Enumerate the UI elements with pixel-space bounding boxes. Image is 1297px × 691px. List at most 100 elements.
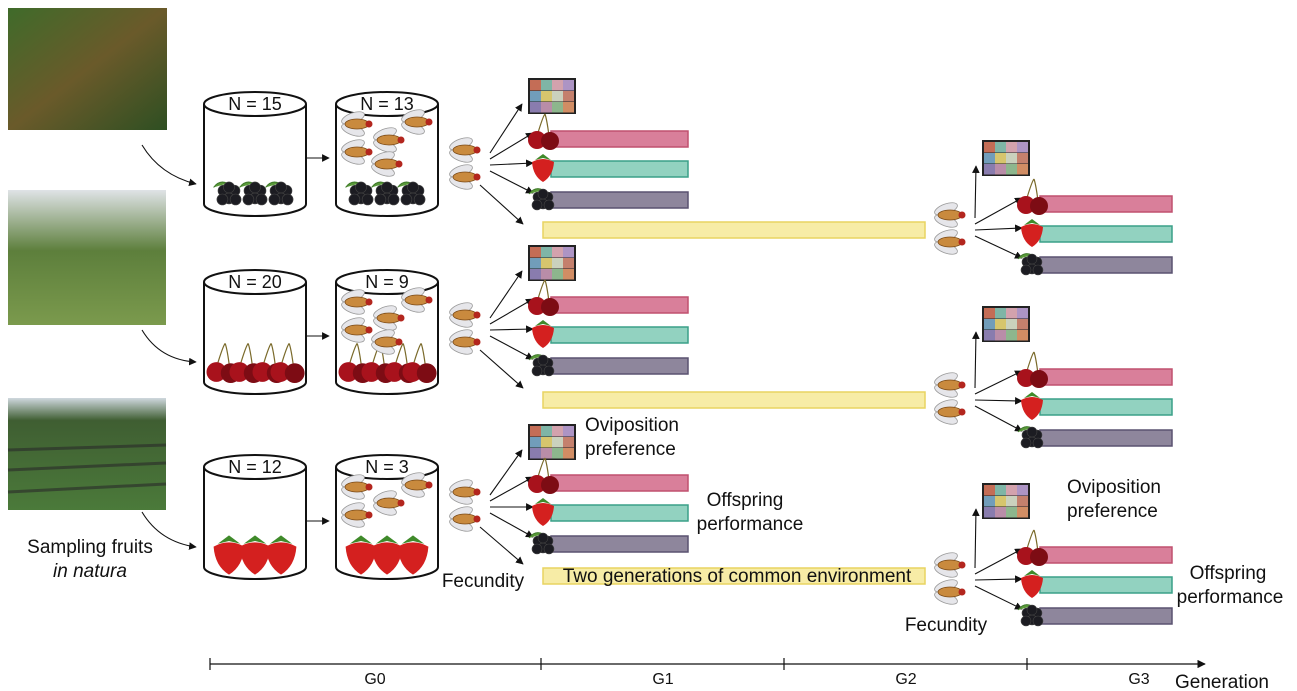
- blackberry-drupelet: [532, 366, 542, 376]
- fly: [933, 550, 965, 580]
- blackberry-drupelet: [243, 194, 254, 205]
- grid-cell: [1017, 164, 1028, 175]
- sampling-label: Sampling fruits: [27, 537, 153, 558]
- grid-cell: [1017, 142, 1028, 153]
- blackberry-drupelet: [408, 182, 419, 193]
- grid-cell: [552, 426, 563, 437]
- arrow: [975, 371, 1022, 394]
- blackberry-drupelet: [544, 200, 554, 210]
- grid-cell: [984, 142, 995, 153]
- blackberry-drupelet: [282, 194, 293, 205]
- fly-body: [405, 295, 429, 305]
- blackberry-drupelet: [538, 189, 548, 199]
- strawberry: [532, 154, 554, 182]
- cage-count: N = 20: [228, 272, 282, 292]
- grid-cell: [1006, 485, 1017, 496]
- fly: [448, 477, 480, 507]
- axis-label: Generation: [1175, 672, 1269, 691]
- sampling-arrow: [142, 330, 196, 362]
- blackberry-drupelet: [388, 194, 399, 205]
- fly-body: [938, 380, 962, 390]
- cherry-right: [541, 298, 559, 316]
- grid-cell: [984, 308, 995, 319]
- grid-cell: [563, 102, 574, 113]
- grid-cell: [1006, 164, 1017, 175]
- sampling-label-italic: in natura: [53, 561, 127, 582]
- blackberry-drupelet: [250, 182, 261, 193]
- photo-cherry-orchard: [8, 190, 166, 325]
- fly-eye: [474, 147, 481, 154]
- grid-cell: [530, 102, 541, 113]
- fly-eye: [959, 562, 966, 569]
- grid-cell: [552, 437, 563, 448]
- fly-eye: [959, 212, 966, 219]
- fly-eye: [959, 382, 966, 389]
- blackberry-drupelet: [276, 182, 287, 193]
- grid-cell: [1017, 319, 1028, 330]
- cherry-right: [541, 132, 559, 150]
- arrow: [975, 166, 976, 218]
- grid-cell: [984, 485, 995, 496]
- grid-cell: [552, 247, 563, 258]
- strawberry: [1021, 392, 1043, 420]
- performance-bar: [551, 161, 688, 177]
- grid-cell: [563, 448, 574, 459]
- grid-cell: [1006, 507, 1017, 518]
- grid-cell: [541, 247, 552, 258]
- performance-bar: [1040, 547, 1172, 563]
- blackberry-drupelet: [544, 366, 554, 376]
- grid-cell: [984, 153, 995, 164]
- performance-bar: [1040, 430, 1172, 446]
- grid-cell: [1017, 153, 1028, 164]
- grid-cell: [984, 319, 995, 330]
- fly-body: [405, 480, 429, 490]
- grid-cell: [995, 142, 1006, 153]
- performance-bar: [1040, 226, 1172, 242]
- annotation: Oviposition: [585, 415, 679, 436]
- generation-label: G1: [652, 671, 673, 688]
- common-environment-label: Two generations of common environment: [563, 566, 912, 587]
- annotation: performance: [697, 514, 804, 535]
- strawberry-body: [532, 325, 554, 348]
- fly: [933, 370, 965, 400]
- grid-cell: [530, 269, 541, 280]
- arrow: [490, 163, 533, 165]
- grid-cell: [995, 153, 1006, 164]
- oviposition-grid: [528, 424, 576, 460]
- strawberry-body: [1021, 575, 1043, 598]
- grid-cell: [530, 426, 541, 437]
- cage-count: N = 9: [365, 272, 409, 292]
- performance-bar: [551, 358, 688, 374]
- blackberry-drupelet: [1021, 616, 1031, 626]
- annotation: performance: [1177, 587, 1284, 608]
- grid-cell: [995, 308, 1006, 319]
- annotation: Oviposition: [1067, 477, 1161, 498]
- fly-body: [938, 407, 962, 417]
- blackberry-drupelet: [414, 194, 425, 205]
- grid-cell: [1006, 330, 1017, 341]
- fly-body: [375, 337, 399, 347]
- performance-bar: [1040, 369, 1172, 385]
- grid-cell: [1006, 308, 1017, 319]
- fly-body: [345, 325, 369, 335]
- performance-bar: [551, 192, 688, 208]
- grid-cell: [541, 448, 552, 459]
- fly-body: [377, 498, 401, 508]
- blackberry-drupelet: [1027, 427, 1037, 437]
- blackberry-drupelet: [544, 544, 554, 554]
- fly-body: [938, 587, 962, 597]
- generation-label: G2: [895, 671, 916, 688]
- fly-body: [375, 159, 399, 169]
- arrow: [490, 271, 522, 318]
- arrow: [975, 236, 1022, 258]
- strawberry-body: [1021, 224, 1043, 247]
- cherry-right: [1030, 197, 1048, 215]
- fly-eye: [366, 299, 373, 306]
- grid-cell: [563, 426, 574, 437]
- arrow: [975, 406, 1022, 431]
- arrow: [975, 228, 1022, 230]
- fly-body: [377, 135, 401, 145]
- fly-body: [377, 313, 401, 323]
- grid-cell: [530, 80, 541, 91]
- fly-eye: [474, 174, 481, 181]
